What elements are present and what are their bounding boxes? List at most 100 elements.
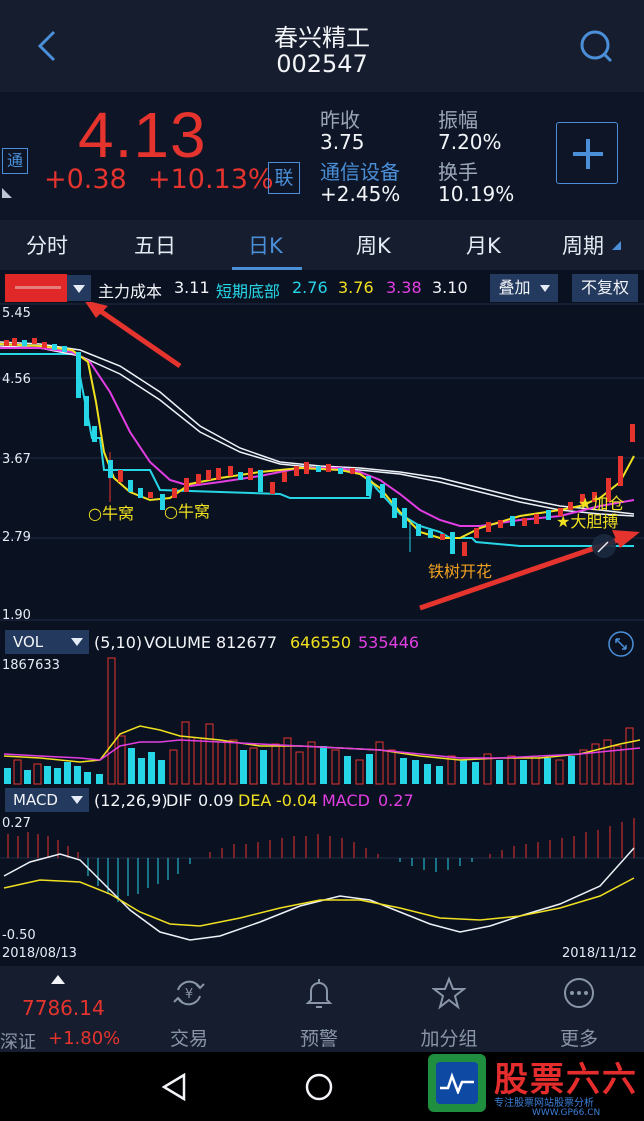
volume-ma10: 535446 xyxy=(358,633,420,652)
android-home-icon[interactable] xyxy=(304,1072,334,1102)
index-value: 7786.14 xyxy=(22,996,105,1020)
macd-bottom-label: -0.50 xyxy=(2,928,36,943)
date-start: 2018/08/13 xyxy=(2,946,77,961)
volume-header: VOL (5,10) VOLUME 812677 646550 535446 xyxy=(0,630,644,658)
volume-selector[interactable]: VOL xyxy=(5,630,89,654)
nav-more[interactable]: 更多 xyxy=(524,966,634,1052)
star-icon xyxy=(432,976,466,1010)
nav-add-group[interactable]: 加分组 xyxy=(394,966,504,1052)
macd-selector[interactable]: MACD xyxy=(5,788,89,812)
nav-alert[interactable]: 预警 xyxy=(264,966,374,1052)
index-up-triangle-icon xyxy=(51,975,65,984)
search-icon[interactable] xyxy=(578,28,614,64)
volume-bars xyxy=(4,657,634,785)
turnover-label: 换手 xyxy=(438,160,478,184)
prev-close-value: 3.75 xyxy=(320,130,365,154)
nav-trade[interactable]: ¥ 交易 xyxy=(134,966,244,1052)
no-adjust-button[interactable]: 不复权 xyxy=(572,274,638,302)
macd-dif-line xyxy=(3,847,635,941)
android-back-icon[interactable] xyxy=(160,1072,190,1102)
overlay-dropdown-icon xyxy=(539,285,550,292)
overlay-button[interactable]: 叠加 xyxy=(490,274,558,302)
prev-close-label: 昨收 xyxy=(320,108,360,132)
tab-fenshi[interactable]: 分时 xyxy=(26,234,68,258)
bottom-label: 短期底部 xyxy=(216,282,281,301)
lian-badge[interactable]: 联 xyxy=(268,162,300,194)
macd-macd-label: MACD xyxy=(322,791,370,810)
date-end: 2018/11/12 xyxy=(562,946,637,961)
watermark: 股票六六 专注股票网站股票分析 WWW.GP66.CN xyxy=(424,1050,644,1121)
volume-selector-label: VOL xyxy=(13,633,44,651)
indicator-dropdown-button[interactable] xyxy=(67,275,91,301)
tong-badge[interactable]: 通 xyxy=(2,148,28,174)
kline-chart[interactable]: 5.45 4.56 3.67 2.79 1.90 ○牛窝 ○牛窝 铁树开花 ★加… xyxy=(0,302,644,626)
annotation-tieshu: 铁树开花 xyxy=(428,562,493,581)
annotation-niuwo-1: ○牛窝 xyxy=(88,504,134,523)
tab-rik[interactable]: 日K xyxy=(248,234,283,258)
y-label-2: 4.56 xyxy=(2,372,31,387)
macd-dea-label: DEA xyxy=(238,791,272,810)
macd-dif-label: DIF xyxy=(166,791,193,810)
redacted-indicator-name[interactable] xyxy=(5,274,67,302)
volume-ma5: 646550 xyxy=(290,633,352,652)
yuan-exchange-icon: ¥ xyxy=(173,980,205,1006)
amplitude-label: 振幅 xyxy=(438,108,478,132)
macd-svg xyxy=(0,818,644,941)
tab-zhouqi[interactable]: 周期 xyxy=(562,234,604,258)
candles xyxy=(4,338,635,556)
annotation-niuwo-2: ○牛窝 xyxy=(164,502,210,521)
active-tab-indicator xyxy=(232,267,302,270)
volume-svg xyxy=(3,657,641,785)
turnover-value: 10.19% xyxy=(438,182,515,206)
industry-link[interactable]: 通信设备 xyxy=(320,160,400,184)
macd-header: MACD (12,26,9) DIF 0.09 DEA -0.04 MACD 0… xyxy=(0,788,644,814)
svg-text:¥: ¥ xyxy=(185,987,193,1002)
nav-index[interactable]: 7786.14 深证 +1.80% xyxy=(0,966,120,1053)
quote-panel: 通 4.13 +0.38 +10.13% 联 昨收 3.75 通信设备 +2.4… xyxy=(0,92,644,220)
stock-code: 002547 xyxy=(276,50,368,78)
volume-chart[interactable]: 1867633 xyxy=(0,656,644,786)
expand-icon[interactable] xyxy=(607,630,635,658)
volume-ma5-line xyxy=(3,725,641,763)
android-nav-bar xyxy=(0,1052,644,1121)
macd-macd-value: 0.27 xyxy=(378,791,414,810)
period-tabs: 分时 五日 日K 周K 月K 周期 xyxy=(0,220,644,270)
volume-params: (5,10) xyxy=(94,633,143,652)
macd-dea: -0.04 xyxy=(276,791,318,810)
tab-yuek[interactable]: 月K xyxy=(466,234,501,258)
bell-icon xyxy=(305,979,333,1008)
main-indicator-bar: 主力成本 3.11 短期底部 2.76 3.76 3.38 3.10 叠加 不复… xyxy=(0,274,644,302)
volume-title: VOLUME xyxy=(144,633,211,652)
watermark-subtitle: 专注股票网站股票分析 xyxy=(494,1098,594,1109)
back-arrow-icon[interactable] xyxy=(30,28,66,64)
kline-svg xyxy=(0,302,644,621)
macd-histogram xyxy=(7,818,635,902)
corner-triangle-icon xyxy=(2,188,12,198)
stock-name: 春兴精工 xyxy=(274,24,370,52)
current-price: 4.13 xyxy=(78,99,207,171)
tab-zhouk[interactable]: 周K xyxy=(356,234,391,258)
volume-value: 812677 xyxy=(216,633,278,652)
add-watchlist-button[interactable] xyxy=(556,122,618,184)
macd-dropdown-icon xyxy=(71,796,83,804)
tab-wuri[interactable]: 五日 xyxy=(134,234,176,258)
volume-dropdown-icon xyxy=(71,638,83,646)
y-label-top: 5.45 xyxy=(2,306,31,321)
index-name: 深证 xyxy=(0,1032,36,1053)
nav-add-group-label: 加分组 xyxy=(420,1028,478,1050)
annotation-dadanbo: ★大胆搏 xyxy=(556,512,619,531)
macd-selector-label: MACD xyxy=(13,791,58,809)
amplitude-value: 7.20% xyxy=(438,130,502,154)
annotation-arrows xyxy=(85,302,640,611)
nav-trade-label: 交易 xyxy=(169,1028,208,1050)
period-dropdown-icon[interactable] xyxy=(612,241,621,250)
macd-dif: 0.09 xyxy=(198,791,234,810)
indicator-value-4: 3.10 xyxy=(432,278,468,297)
y-label-3: 3.67 xyxy=(2,452,31,467)
macd-chart[interactable]: 0.27 -0.50 2018/08/13 2018/11/12 xyxy=(0,814,644,964)
industry-pct: +2.45% xyxy=(320,182,401,206)
volume-max-label: 1867633 xyxy=(2,658,60,673)
indicator-value-3: 3.38 xyxy=(386,278,422,297)
watermark-url: WWW.GP66.CN xyxy=(532,1108,601,1118)
macd-params: (12,26,9) xyxy=(94,791,168,810)
